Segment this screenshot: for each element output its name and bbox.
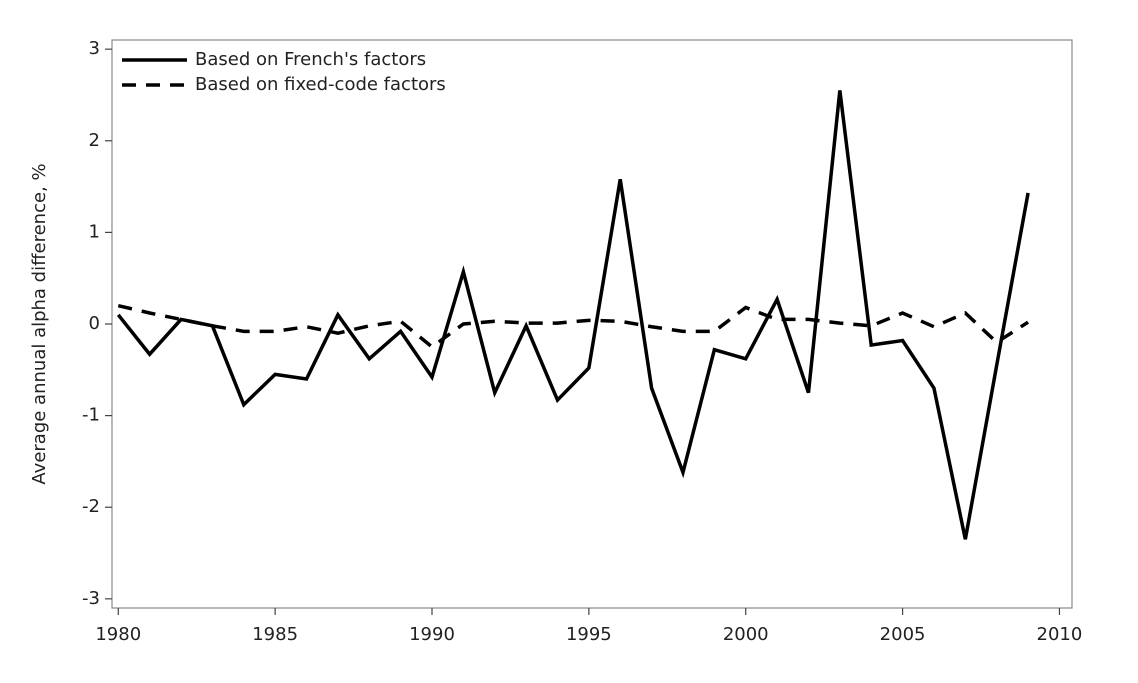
x-tick-label: 2010 [1037,624,1083,645]
y-tick-label: -3 [82,588,100,609]
series-line [116,90,1030,540]
series-line [117,303,1030,350]
legend-label: Based on French's factors [195,49,426,70]
x-tick-label: 1995 [566,624,612,645]
x-tick-label: 1980 [95,624,141,645]
x-tick-label: 2000 [723,624,769,645]
y-tick-label: 3 [89,38,100,59]
x-tick-label: 2005 [880,624,926,645]
y-tick-label: 0 [89,313,100,334]
legend-label: Based on fixed-code factors [195,74,446,95]
y-tick-label: -2 [82,496,100,517]
x-tick-label: 1990 [409,624,455,645]
y-tick-label: -1 [82,405,100,426]
y-tick-label: 2 [89,130,100,151]
y-tick-label: 1 [89,221,100,242]
x-tick-label: 1985 [252,624,298,645]
y-axis-label: Average annual alpha difference, % [29,163,50,484]
